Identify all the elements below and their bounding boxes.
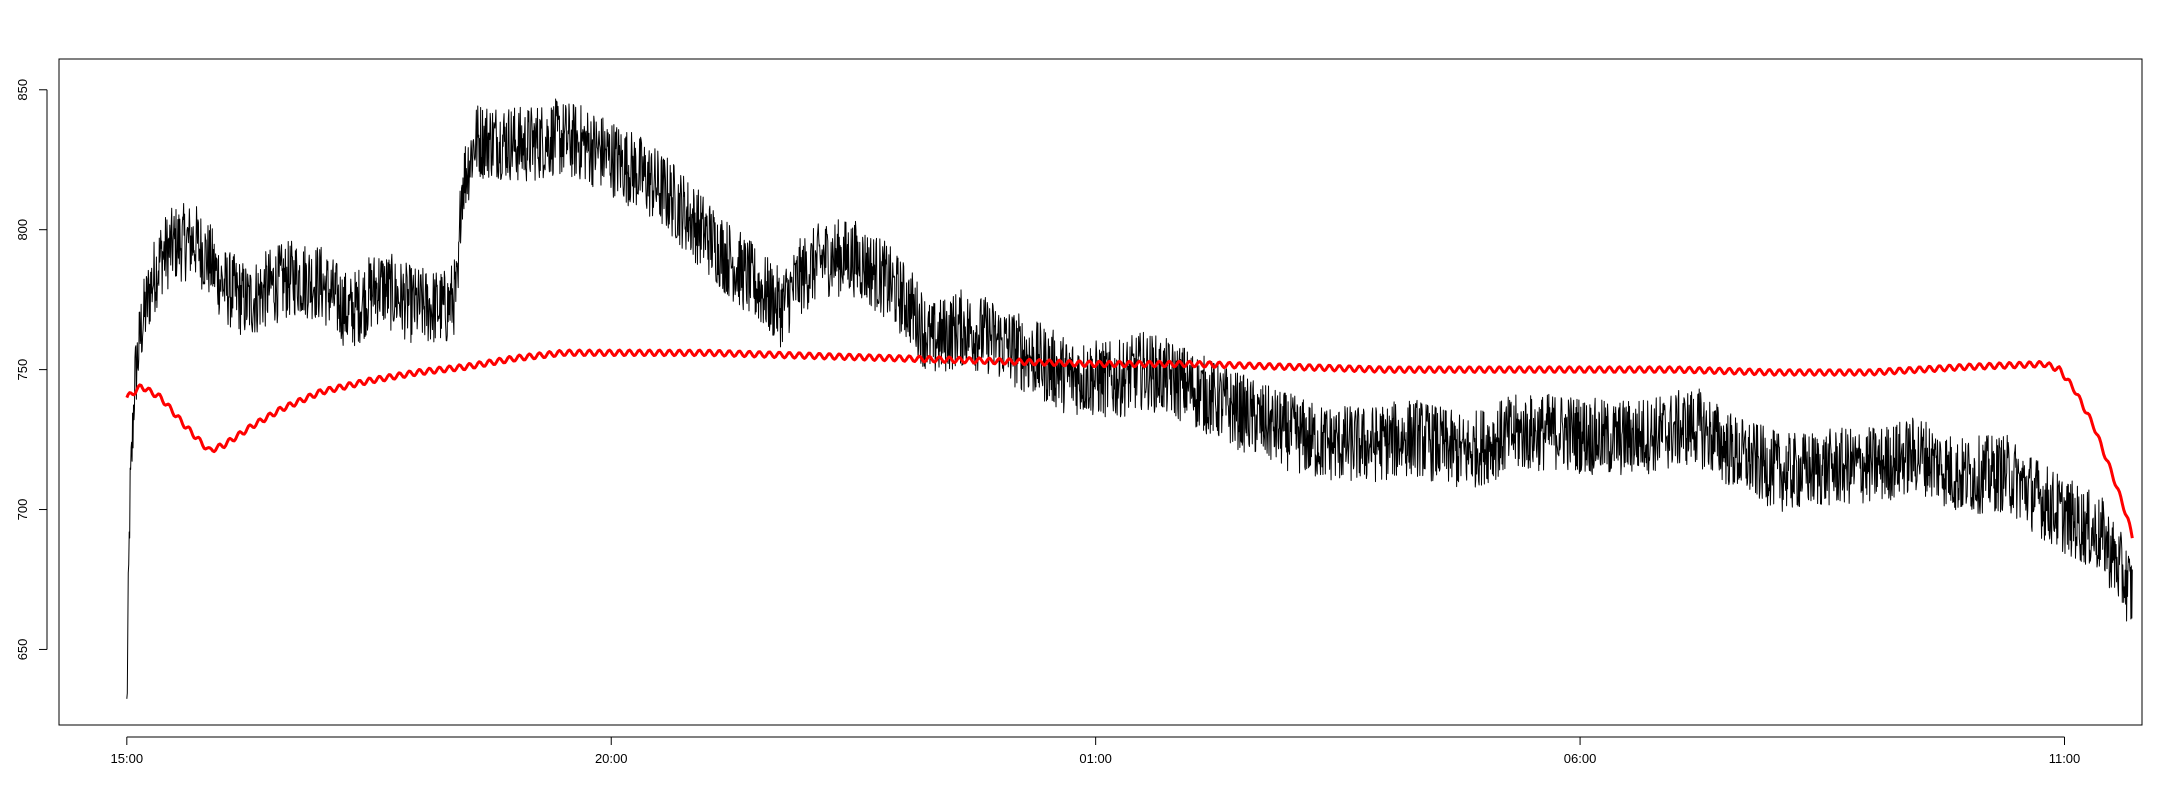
series-layer xyxy=(125,98,2134,699)
series-line-2 xyxy=(125,348,2134,539)
x-axis: 15:00 20:00 01:00 06:00 11:00 xyxy=(111,736,2081,766)
x-tick-label: 20:00 xyxy=(595,751,628,766)
series-line-1 xyxy=(126,98,2133,699)
x-tick-label: 06:00 xyxy=(1564,751,1597,766)
y-tick-label: 750 xyxy=(15,359,30,381)
y-tick-label: 800 xyxy=(15,219,30,241)
x-tick-label: 15:00 xyxy=(111,751,144,766)
x-tick-label: 11:00 xyxy=(2049,751,2081,766)
y-tick-label: 700 xyxy=(15,499,30,521)
plot-frame xyxy=(58,58,2143,726)
y-tick-label: 650 xyxy=(15,639,30,661)
y-tick-label: 850 xyxy=(15,79,30,101)
x-tick-label: 01:00 xyxy=(1079,751,1112,766)
y-axis: 650 700 750 800 850 xyxy=(15,79,48,661)
